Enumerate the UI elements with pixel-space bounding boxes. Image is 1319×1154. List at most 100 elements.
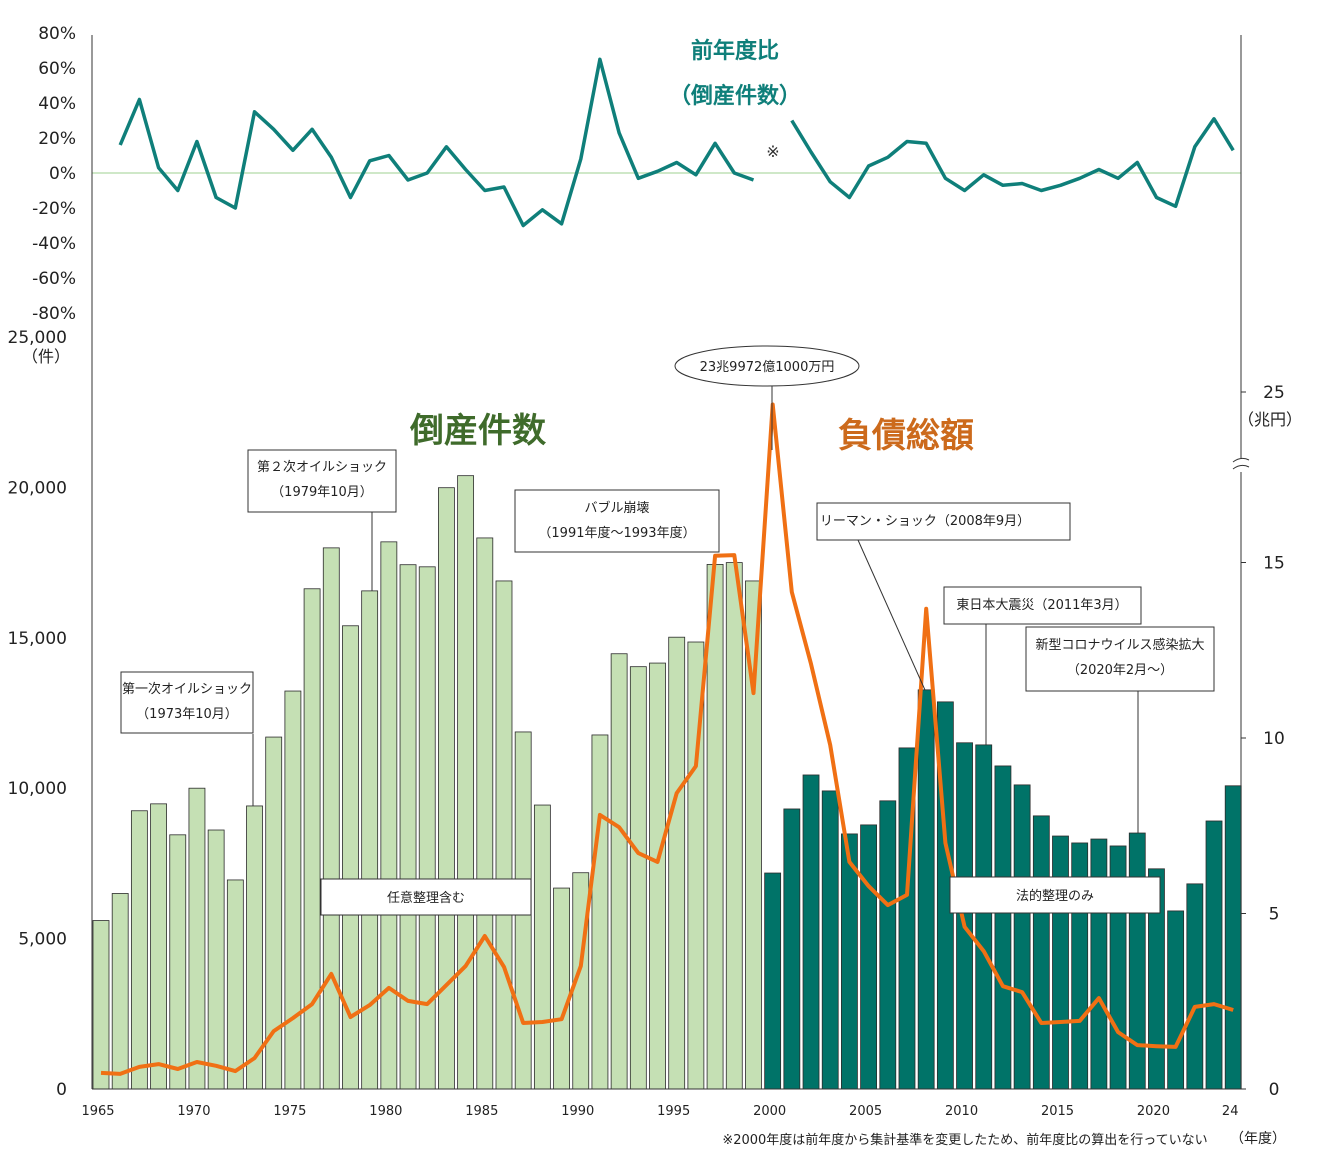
bar-2011 xyxy=(975,744,993,1090)
bar-1994 xyxy=(649,662,666,1090)
bar-2012 xyxy=(994,765,1012,1090)
annotation-text: 第２次オイルショック xyxy=(257,459,387,475)
bar-2014 xyxy=(1032,815,1050,1090)
bar-1976 xyxy=(303,588,321,1090)
bar-1982 xyxy=(418,566,436,1090)
annotation-covid: 新型コロナウイルス感染拡大 （2020年2月～） xyxy=(1025,626,1215,833)
bar-1984 xyxy=(457,475,475,1090)
bar-2002 xyxy=(802,774,820,1090)
bar-1967 xyxy=(130,810,148,1090)
bar-2019 xyxy=(1128,832,1146,1090)
yoy-tick-label: -80% xyxy=(32,304,76,324)
count-tick-label: 5,000 xyxy=(18,930,67,950)
bar-1968 xyxy=(150,803,167,1090)
annotation-text: （2020年2月～） xyxy=(1067,663,1173,678)
annotation-oil-shock-1: 第一次オイルショック （1973年10月） xyxy=(120,671,254,806)
bar-2022 xyxy=(1186,883,1204,1090)
left-unit: （件） xyxy=(22,347,70,366)
bar-1966 xyxy=(111,893,129,1090)
count-tick-label: 25,000 xyxy=(8,328,67,348)
yoy-gap-mark: ※ xyxy=(766,142,779,161)
count-tick-label: 20,000 xyxy=(8,478,67,498)
liabilities-tick-label: 25 xyxy=(1263,383,1285,403)
annotation-text: （1991年度～1993年度） xyxy=(538,525,695,541)
year-tick-label: 2005 xyxy=(849,1104,882,1119)
bar-1986 xyxy=(495,580,513,1090)
yoy-tick-label: 0% xyxy=(49,164,76,184)
yoy-tick-label: 60% xyxy=(38,59,76,79)
annotation-text: 第一次オイルショック xyxy=(122,681,252,697)
liabilities-tick-label: 10 xyxy=(1263,729,1285,749)
bar-1979 xyxy=(361,590,379,1090)
axis-break-icon xyxy=(1232,457,1250,470)
annotation-text: 東日本大震災（2011年3月） xyxy=(956,597,1127,613)
bar-2000 xyxy=(764,872,782,1090)
annotation-bubble: バブル崩壊 （1991年度～1993年度） xyxy=(514,489,720,553)
annotation-text: 任意整理含む xyxy=(387,890,465,906)
year-tick-label: 1985 xyxy=(465,1104,498,1119)
bar-1983 xyxy=(438,487,455,1090)
x-unit: （年度） xyxy=(1230,1131,1286,1147)
year-tick-label: 2000 xyxy=(753,1104,786,1119)
bar-1965 xyxy=(92,920,110,1090)
right-unit: （兆円） xyxy=(1238,410,1302,429)
annotation-text: 23兆9972億1000万円 xyxy=(700,359,835,375)
bar-2005 xyxy=(860,824,877,1090)
count-title: 倒産件数 xyxy=(409,411,546,451)
liabilities-line xyxy=(100,402,1234,1076)
bar-2013 xyxy=(1013,784,1031,1090)
year-tick-label: 1965 xyxy=(81,1104,114,1119)
bar-1970 xyxy=(188,787,206,1090)
bar-1978 xyxy=(342,625,359,1090)
year-tick-label: 2020 xyxy=(1137,1104,1170,1119)
annotation-text: （1973年10月） xyxy=(136,707,238,722)
bar-2024 xyxy=(1224,785,1242,1090)
count-tick-label: 10,000 xyxy=(8,779,67,799)
yoy-tick-label: 40% xyxy=(38,94,76,114)
bar-1998 xyxy=(725,562,743,1090)
bar-1989 xyxy=(553,887,570,1090)
annotation-text: リーマン・ショック（2008年9月） xyxy=(820,514,1030,529)
bar-1991 xyxy=(591,734,609,1090)
year-tick-label: 2015 xyxy=(1041,1104,1074,1119)
bar-2003 xyxy=(821,790,839,1090)
bar-1995 xyxy=(668,636,686,1090)
bar-1985 xyxy=(476,537,494,1090)
year-tick-label: 1970 xyxy=(177,1104,210,1119)
annotation-text: 法的整理のみ xyxy=(1016,888,1094,904)
annotation-legal: 法的整理のみ xyxy=(949,876,1161,914)
annotation-peak: 23兆9972億1000万円 xyxy=(674,345,860,450)
bar-2015 xyxy=(1052,835,1069,1090)
bar-2006 xyxy=(879,800,897,1090)
bar-2023 xyxy=(1205,820,1223,1090)
bar-1972 xyxy=(226,879,244,1090)
bar-2010 xyxy=(956,742,973,1090)
yoy-tick-label: -40% xyxy=(32,234,76,254)
year-tick-label: 1980 xyxy=(369,1104,402,1119)
bar-2001 xyxy=(783,808,801,1090)
annotation-lehman: リーマン・ショック（2008年9月） xyxy=(816,502,1071,691)
bar-1969 xyxy=(169,834,187,1090)
yoy-tick-label: 80% xyxy=(38,24,76,44)
year-tick-label: 2010 xyxy=(945,1104,978,1119)
bar-1975 xyxy=(284,690,302,1090)
bar-1981 xyxy=(399,564,417,1090)
annotation-text: （1979年10月） xyxy=(271,485,373,500)
year-tick-label: 1990 xyxy=(561,1104,594,1119)
liabilities-tick-label: 5 xyxy=(1269,905,1280,925)
yoy-line-segment-1 xyxy=(118,57,755,228)
count-tick-label: 15,000 xyxy=(8,629,67,649)
bar-1993 xyxy=(629,666,647,1090)
annotation-oil-shock-2: 第２次オイルショック （1979年10月） xyxy=(247,449,397,591)
year-tick-label: 1975 xyxy=(273,1104,306,1119)
bar-1992 xyxy=(610,653,628,1090)
yoy-tick-label: -20% xyxy=(32,199,76,219)
yoy-title: 前年度比 xyxy=(691,38,779,64)
bar-1980 xyxy=(380,541,398,1090)
annotation-text: バブル崩壊 xyxy=(584,500,649,516)
liability-title: 負債総額 xyxy=(838,416,974,456)
bar-1973 xyxy=(246,805,263,1090)
yoy-tick-label: 20% xyxy=(38,129,76,149)
year-tick-label: 24 xyxy=(1222,1104,1239,1119)
